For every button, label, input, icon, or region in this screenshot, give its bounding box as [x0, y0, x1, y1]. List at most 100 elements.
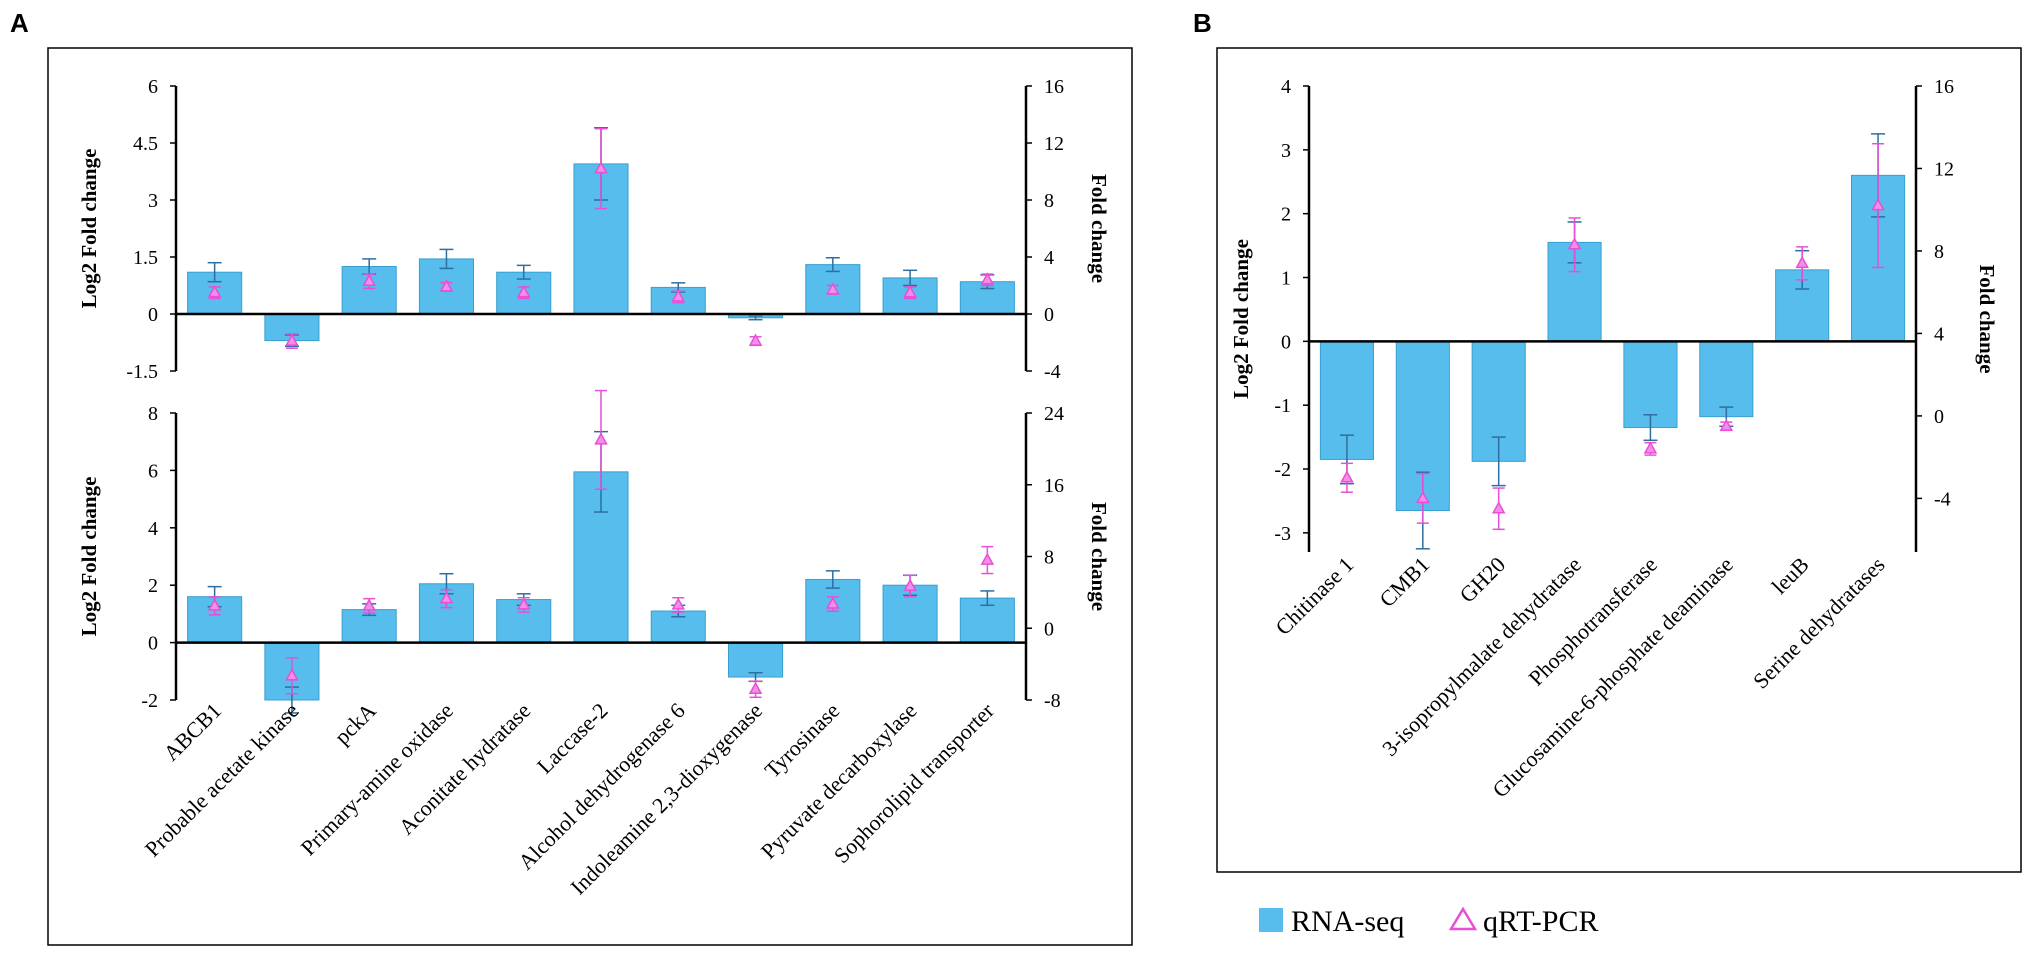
y-tick-label-right: 0 — [1044, 304, 1054, 326]
category-label: leuB — [1767, 552, 1814, 599]
y-tick-label-right: -4 — [1044, 361, 1061, 383]
y2-axis-title: Fold change — [1087, 174, 1111, 283]
y-tick-label-right: -4 — [1934, 488, 1951, 510]
y-tick-label-left: -1.5 — [126, 361, 158, 383]
chart-a-bottom: 8 6 4 2 0 -2 24 16 8 0 -8 Log2 Fold change Fold chan… — [77, 389, 1111, 900]
y-tick-label-right: -8 — [1044, 690, 1061, 712]
qrtpcr-point — [285, 668, 299, 681]
category-label: Serine dehydratases — [1748, 552, 1890, 694]
y-tick-label-left: 3 — [148, 190, 158, 212]
qrtpcr-point — [439, 591, 454, 604]
triangle-icon — [1448, 906, 1478, 931]
category-label: pckA — [329, 698, 380, 749]
qrtpcr-point — [439, 279, 454, 292]
y-tick-label-left: 1.5 — [133, 247, 158, 269]
y-tick-label-right: 4 — [1934, 323, 1944, 345]
qrtpcr-point — [207, 598, 222, 611]
y-tick-label-right: 0 — [1044, 618, 1054, 640]
y-tick-label-left: 0 — [148, 304, 158, 326]
y-tick-label-left: 6 — [148, 76, 158, 98]
panel-b-frame — [1216, 47, 2022, 873]
y-tick-label-right: 16 — [1044, 475, 1064, 497]
qrtpcr-point — [285, 333, 299, 346]
y-tick-label-right: 8 — [1044, 190, 1054, 212]
category-label: ABCB1 — [158, 698, 226, 766]
qrtpcr-point — [1491, 501, 1506, 514]
y-tick-label-left: -2 — [141, 690, 158, 712]
qrtpcr-point — [594, 432, 608, 445]
y-tick-label-left: 8 — [148, 403, 158, 425]
y-tick-label-left: -3 — [1274, 523, 1291, 545]
qrtpcr-point — [748, 333, 763, 346]
qrtpcr-point — [671, 289, 686, 302]
legend-label-rnaseq: RNA-seq — [1291, 905, 1404, 938]
panel-label-a: A — [10, 8, 29, 38]
qrtpcr-point — [1643, 441, 1658, 454]
legend-label-qrtpcr: qRT-PCR — [1483, 905, 1598, 938]
qrtpcr-point — [980, 552, 995, 565]
y-tick-label-left: 4 — [148, 518, 158, 540]
bar-swatch-icon — [1259, 908, 1283, 932]
y2-axis-title: Fold change — [1975, 264, 1999, 373]
category-label: CMB1 — [1374, 552, 1434, 612]
y-tick-label-left: 1 — [1281, 268, 1291, 290]
category-label: Chitinase 1 — [1270, 552, 1358, 640]
y-tick-label-right: 8 — [1044, 547, 1054, 569]
y-tick-label-right: 16 — [1934, 76, 1954, 98]
qrtpcr-point — [1567, 237, 1582, 250]
y-tick-label-left: 4 — [1281, 76, 1291, 98]
qrtpcr-point — [1719, 418, 1734, 431]
category-label: Primary-amine oxidase — [296, 698, 458, 860]
y2-axis-title: Fold change — [1087, 502, 1111, 611]
qrtpcr-point — [826, 596, 840, 609]
qrtpcr-point — [516, 597, 531, 610]
qrtpcr-point — [362, 273, 376, 286]
panel-label-b: B — [1193, 8, 1212, 38]
qrtpcr-point — [1871, 198, 1885, 211]
bar — [805, 264, 861, 315]
y-tick-label-right: 12 — [1044, 133, 1064, 155]
y-tick-label-left: -2 — [1274, 459, 1291, 481]
bar — [573, 471, 629, 644]
qrtpcr-point — [748, 681, 763, 694]
qrtpcr-point — [1795, 255, 1809, 269]
y-tick-label-right: 0 — [1934, 406, 1944, 428]
y-axis-title: Log2 Fold change — [77, 477, 101, 637]
qrtpcr-point — [980, 272, 995, 285]
qrtpcr-point — [1416, 490, 1430, 504]
category-label: Laccase-2 — [532, 698, 613, 779]
category-label: Phosphotransferase — [1523, 552, 1662, 691]
y-tick-label-left: 0 — [1281, 331, 1291, 353]
y-tick-label-left: -1 — [1274, 395, 1291, 417]
category-label: Aconitate hydratase — [394, 698, 536, 840]
panel-a-frame — [47, 47, 1133, 946]
y-axis-title: Log2 Fold change — [77, 149, 101, 309]
qrtpcr-point — [903, 285, 917, 298]
y-tick-label-left: 0 — [148, 633, 158, 655]
qrtpcr-point — [516, 285, 531, 298]
y-tick-label-right: 8 — [1934, 241, 1944, 263]
y-tick-label-left: 4.5 — [133, 133, 158, 155]
chart-b: 4 3 2 1 0 -1 -2 -3 16 12 8 4 0 -4 Log2 Fold change Fold… — [1229, 76, 1999, 802]
category-label: Probable acetate kinase — [140, 698, 304, 862]
y-tick-label-left: 2 — [148, 575, 158, 597]
y-axis-title: Log2 Fold change — [1229, 239, 1253, 399]
y-tick-label-right: 16 — [1044, 76, 1064, 98]
qrtpcr-point — [207, 285, 222, 298]
qrtpcr-point — [362, 598, 376, 611]
qrtpcr-point — [671, 597, 686, 610]
qrtpcr-point — [826, 282, 840, 295]
qrtpcr-point — [903, 578, 917, 591]
bar — [728, 642, 784, 678]
y-tick-label-left: 6 — [148, 460, 158, 482]
y-tick-label-right: 24 — [1044, 403, 1064, 425]
y-tick-label-left: 3 — [1281, 140, 1291, 162]
y-tick-label-right: 12 — [1934, 158, 1954, 180]
bar — [1699, 340, 1754, 418]
y-tick-label-right: 4 — [1044, 247, 1054, 269]
category-label: GH20 — [1455, 552, 1511, 608]
category-label: Pyruvate decarboxylase — [756, 698, 922, 864]
qrtpcr-point — [1340, 470, 1354, 483]
qrtpcr-point — [594, 161, 608, 174]
